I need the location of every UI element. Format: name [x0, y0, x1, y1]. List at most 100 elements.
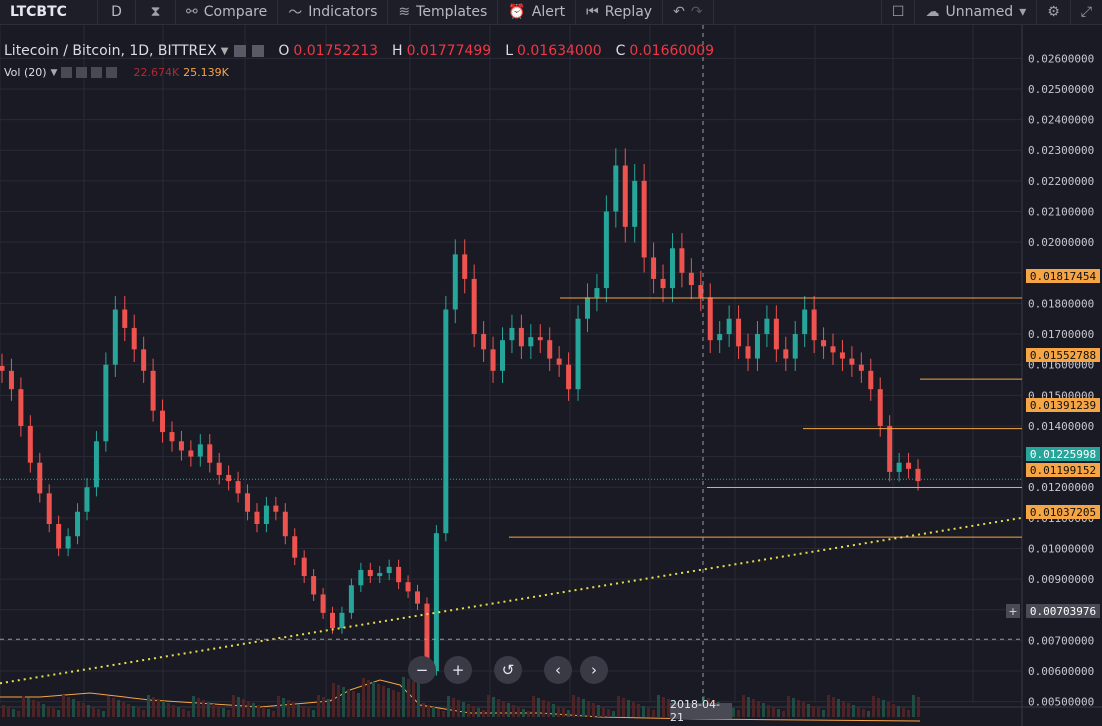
volume-bar [297, 704, 300, 717]
volume-bar [127, 704, 130, 717]
alert-label: Alert [531, 4, 566, 20]
hline-label-5[interactable]: 0.01037205 [1026, 505, 1100, 519]
indicators-button[interactable]: 〜 Indicators [278, 0, 389, 24]
settings-icon[interactable] [252, 45, 265, 57]
volume-bar [87, 705, 90, 717]
hline-label-2[interactable]: 0.01552788 [1026, 348, 1100, 362]
volume-caret-icon[interactable]: ▼ [50, 67, 58, 78]
candles-icon: ⧗ [150, 4, 161, 20]
hline-label-1[interactable]: 0.01817454 [1026, 269, 1100, 283]
volume-title[interactable]: Vol (20) [4, 66, 47, 79]
volume-bar [602, 707, 605, 717]
candle-body [443, 309, 449, 534]
volume-bar [592, 703, 595, 717]
volume-value-a: 22.674K [133, 66, 180, 79]
candle-body [65, 536, 71, 549]
series-caret-icon[interactable]: ▼ [220, 45, 229, 57]
candle-body [745, 346, 751, 359]
series-title[interactable]: Litecoin / Bitcoin, 1D, BITTREX [4, 43, 217, 59]
settings-button[interactable]: ⚙ [1037, 0, 1071, 24]
y-tick-label: 0.02000000 [1028, 236, 1094, 249]
volume-bar [732, 708, 735, 717]
hline-label-3[interactable]: 0.01391239 [1026, 398, 1100, 412]
candle-body [424, 603, 430, 672]
add-alert-plus-button[interactable]: + [1006, 604, 1020, 618]
candle-body [452, 254, 458, 310]
volume-bar [252, 703, 255, 717]
volume-bar [342, 687, 345, 717]
compare-button[interactable]: ⚯ Compare [176, 0, 279, 24]
expand-button[interactable]: ⤢ [1071, 0, 1102, 24]
volume-bar [827, 695, 830, 717]
reset-chart-button[interactable]: ↺ [494, 656, 522, 684]
y-tick-label: 0.02600000 [1028, 52, 1094, 65]
scroll-left-button[interactable]: ‹ [544, 656, 572, 684]
volume-bar [892, 704, 895, 717]
volume-bar [332, 683, 335, 717]
candle-body [556, 358, 562, 365]
candle-body [292, 536, 298, 558]
y-tick-label: 0.00700000 [1028, 634, 1094, 647]
top-toolbar: LTCBTC D ⧗ ⚯ Compare 〜 Indicators ≋ Templat… [0, 0, 1102, 25]
price-chart[interactable]: 0.02600000 0.02500000 0.02400000 0.02300000… [0, 25, 1102, 726]
templates-button[interactable]: ≋ Templates [388, 0, 499, 24]
cloud-icon: ☁ [925, 4, 940, 20]
candle-body [84, 487, 90, 512]
y-tick-label: 0.00900000 [1028, 573, 1094, 586]
y-tick-label: 0.02400000 [1028, 114, 1094, 127]
replay-button[interactable]: ⏮ Replay [576, 0, 664, 24]
zoom-in-button[interactable]: + [444, 656, 472, 684]
volume-bar [287, 700, 290, 717]
volume-bar [747, 697, 750, 717]
candle-body [821, 340, 827, 347]
interval-button[interactable]: D [98, 0, 136, 24]
chart-style-button[interactable]: ⧗ [136, 0, 176, 24]
volume-add-icon[interactable] [91, 67, 103, 78]
undo-button[interactable]: ↶ ↷ [663, 0, 714, 24]
volume-bar [377, 684, 380, 717]
layout-menu-button[interactable]: ☁ Unnamed ▾ [915, 0, 1038, 24]
zoom-out-button[interactable]: − [408, 656, 436, 684]
volume-bar [272, 711, 275, 717]
volume-bar [57, 710, 60, 717]
candle-body [698, 285, 704, 298]
candle-body [830, 346, 836, 353]
indicators-icon: 〜 [288, 5, 303, 21]
volume-bar [572, 695, 575, 717]
y-tick-label: 0.01700000 [1028, 328, 1094, 341]
symbol-search[interactable]: LTCBTC [0, 0, 98, 24]
scroll-right-button[interactable]: › [580, 656, 608, 684]
volume-bar [852, 705, 855, 717]
volume-bar [612, 711, 615, 717]
volume-bar [262, 707, 265, 717]
y-tick-label: 0.02300000 [1028, 144, 1094, 157]
candle-body [651, 257, 657, 279]
volume-bar [312, 710, 315, 717]
volume-legend: Vol (20) ▼ 22.674K 25.139K [4, 66, 229, 79]
candle-body [575, 318, 581, 390]
volume-bar [97, 709, 100, 717]
volume-bar [82, 703, 85, 717]
volume-bar [277, 696, 280, 717]
hline-label-4[interactable]: 0.01199152 [1026, 463, 1100, 477]
y-tick-label: 0.00600000 [1028, 665, 1094, 678]
volume-settings-icon[interactable] [76, 67, 88, 78]
close-value: 0.01660009 [629, 43, 715, 59]
candle-body [188, 450, 194, 457]
volume-eye-icon[interactable] [61, 67, 73, 78]
candle-body [216, 462, 222, 475]
volume-bar [352, 691, 355, 717]
candle-body [660, 278, 666, 289]
eye-icon[interactable] [234, 45, 247, 57]
y-tick-label: 0.02500000 [1028, 83, 1094, 96]
volume-bar [752, 699, 755, 717]
volume-remove-icon[interactable] [106, 67, 118, 78]
trend-line-drawing[interactable] [0, 516, 1023, 685]
fullscreen-toggle-button[interactable]: ☐ [880, 0, 916, 24]
alert-button[interactable]: ⏰ Alert [498, 0, 577, 24]
chart-area[interactable]: 0.02600000 0.02500000 0.02400000 0.02300000… [0, 25, 1102, 726]
volume-bar [52, 708, 55, 717]
volume-bar [407, 679, 410, 717]
redo-icon[interactable]: ↷ [690, 4, 703, 20]
volume-bar [557, 706, 560, 717]
